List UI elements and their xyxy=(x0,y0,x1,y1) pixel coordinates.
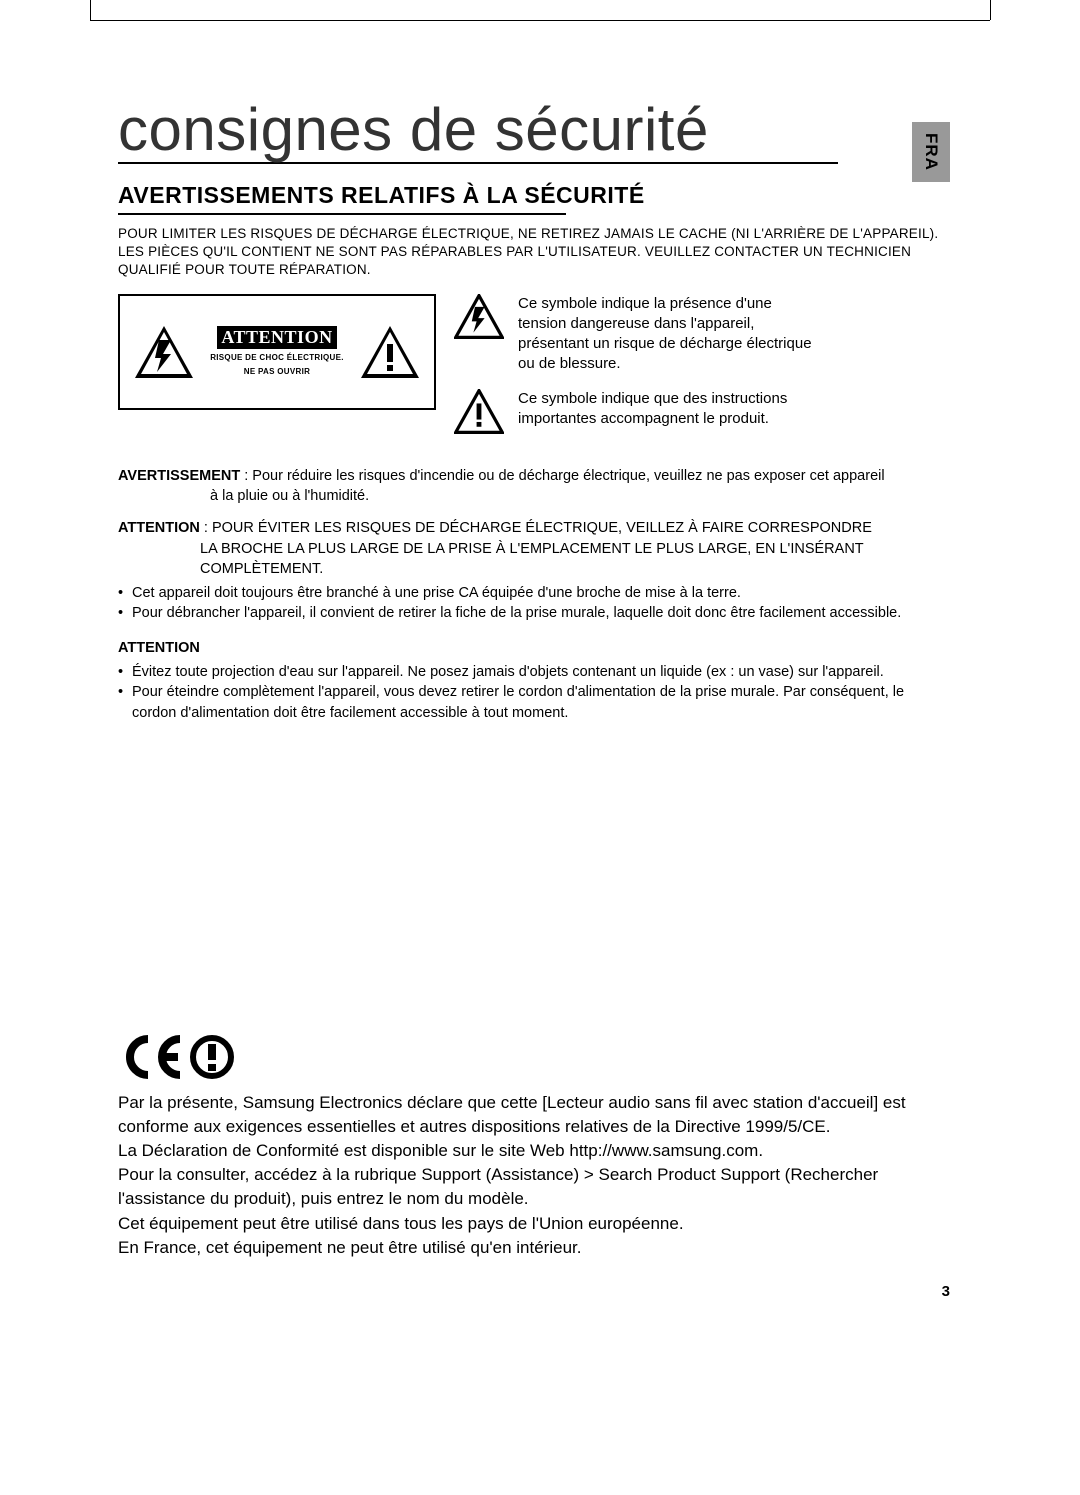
warning-box: ATTENTION RISQUE DE CHOC ÉLECTRIQUE. NE … xyxy=(118,294,436,410)
ce-mark-icon xyxy=(118,1033,948,1081)
avertissement-line: AVERTISSEMENT : Pour réduire les risques… xyxy=(118,466,948,507)
ce-text: Par la présente, Samsung Electronics déc… xyxy=(118,1091,948,1260)
bullet-item: •Cet appareil doit toujours être branché… xyxy=(118,583,948,603)
exclamation-triangle-icon xyxy=(359,324,421,380)
lightning-triangle-icon xyxy=(133,324,195,380)
language-tab: FRA xyxy=(912,122,950,182)
section-heading: AVERTISSEMENTS RELATIFS À LA SÉCURITÉ xyxy=(118,182,950,209)
symbol-row: ATTENTION RISQUE DE CHOC ÉLECTRIQUE. NE … xyxy=(118,294,950,434)
ce-para: Par la présente, Samsung Electronics déc… xyxy=(118,1091,948,1139)
attention-heading-2: ATTENTION xyxy=(118,638,948,658)
avert-text-2: à la pluie ou à l'humidité. xyxy=(118,486,948,506)
avert-label: AVERTISSEMENT xyxy=(118,468,240,484)
intro-paragraph: POUR LIMITER LES RISQUES DE DÉCHARGE ÉLE… xyxy=(118,225,948,280)
crop-mark-top-right xyxy=(990,0,991,20)
crop-mark-top xyxy=(90,20,990,21)
ce-para: La Déclaration de Conformité est disponi… xyxy=(118,1139,948,1163)
symbol-item-excl: Ce symbole indique que des instructions … xyxy=(454,389,818,434)
ce-para: Cet équipement peut être utilisé dans to… xyxy=(118,1212,948,1236)
warning-box-center: ATTENTION RISQUE DE CHOC ÉLECTRIQUE. NE … xyxy=(210,326,344,377)
page-title: consignes de sécurité xyxy=(118,100,950,160)
avert-text-1: : Pour réduire les risques d'incendie ou… xyxy=(240,468,884,484)
bullet-item: •Pour éteindre complètement l'appareil, … xyxy=(118,682,948,723)
warning-box-sub2: NE PAS OUVRIR xyxy=(210,367,344,377)
ce-para: En France, cet équipement ne peut être u… xyxy=(118,1236,948,1260)
warning-box-sub1: RISQUE DE CHOC ÉLECTRIQUE. xyxy=(210,353,344,363)
page-number: 3 xyxy=(942,1283,950,1300)
page-content: FRA consignes de sécurité AVERTISSEMENTS… xyxy=(118,100,950,1260)
attention-line: ATTENTION : POUR ÉVITER LES RISQUES DE D… xyxy=(118,518,948,579)
crop-mark-top-left xyxy=(90,0,91,20)
ce-para: Pour la consulter, accédez à la rubrique… xyxy=(118,1163,948,1211)
symbol-excl-text: Ce symbole indique que des instructions … xyxy=(518,389,818,430)
body-block: AVERTISSEMENT : Pour réduire les risques… xyxy=(118,466,948,723)
exclamation-triangle-icon xyxy=(454,389,504,434)
lightning-triangle-icon xyxy=(454,294,504,339)
section-underline xyxy=(118,213,566,215)
symbol-bolt-text: Ce symbole indique la présence d'une ten… xyxy=(518,294,818,375)
language-tab-label: FRA xyxy=(921,133,941,171)
bullet-item: •Pour débrancher l'appareil, il convient… xyxy=(118,603,948,623)
att-label: ATTENTION xyxy=(118,520,200,536)
symbol-item-bolt: Ce symbole indique la présence d'une ten… xyxy=(454,294,818,375)
bullet-list-1: •Cet appareil doit toujours être branché… xyxy=(118,583,948,624)
att-text-1: : POUR ÉVITER LES RISQUES DE DÉCHARGE ÉL… xyxy=(200,520,872,536)
warning-box-label: ATTENTION xyxy=(217,326,336,349)
att-text-2: LA BROCHE LA PLUS LARGE DE LA PRISE À L'… xyxy=(118,539,948,559)
symbol-explanations: Ce symbole indique la présence d'une ten… xyxy=(454,294,818,434)
ce-section: Par la présente, Samsung Electronics déc… xyxy=(118,1033,948,1260)
bullet-list-2: •Évitez toute projection d'eau sur l'app… xyxy=(118,662,948,723)
att-text-3: COMPLÈTEMENT. xyxy=(118,559,948,579)
bullet-item: •Évitez toute projection d'eau sur l'app… xyxy=(118,662,948,682)
